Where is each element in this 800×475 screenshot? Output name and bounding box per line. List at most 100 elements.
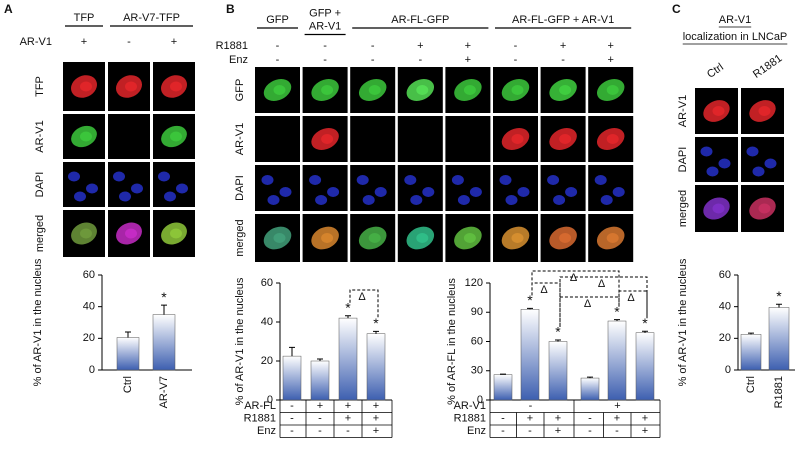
column-header: Ctrl	[705, 61, 726, 81]
condition-mark: -	[514, 54, 518, 66]
y-tick-label: 60	[471, 335, 483, 347]
error-bar	[500, 373, 506, 375]
micrograph	[397, 116, 443, 162]
nucleus	[374, 187, 387, 197]
error-bar	[125, 331, 131, 338]
cell-nucleus	[80, 131, 92, 142]
condition-name: Enz	[257, 425, 276, 437]
y-tick-label: 20	[261, 355, 273, 367]
bracket-label: Δ	[540, 284, 548, 296]
condition-mark: +	[373, 413, 379, 425]
significance-star: *	[527, 292, 533, 308]
cell-nucleus	[758, 106, 771, 116]
bar	[520, 309, 540, 401]
micrograph	[63, 162, 105, 207]
condition-name: R1881	[244, 413, 276, 425]
cell-nucleus	[511, 85, 524, 95]
condition-mark: +	[614, 413, 620, 425]
row-label: DAPI	[234, 175, 246, 201]
row-label: merged	[234, 219, 246, 256]
condition-mark: +	[527, 413, 533, 425]
cell-nucleus	[416, 233, 429, 243]
panel-title: AR-V1	[719, 14, 751, 26]
bracket-label: Δ	[570, 272, 578, 284]
micrograph	[588, 165, 634, 211]
row-label: TFP	[34, 76, 46, 97]
nucleus	[499, 175, 512, 185]
row-label: merged	[677, 190, 689, 227]
nucleus	[612, 187, 625, 197]
nucleus	[764, 158, 777, 169]
condition-mark: -	[561, 54, 565, 66]
condition-name: Enz	[467, 425, 486, 437]
y-tick-label: 40	[719, 301, 731, 313]
y-tick-label: 0	[89, 364, 95, 376]
cell-nucleus	[368, 85, 381, 95]
nucleus	[517, 187, 530, 197]
y-tick-label: 0	[267, 394, 273, 406]
condition-mark: +	[171, 36, 177, 48]
condition-mark: -	[615, 425, 619, 437]
x-tick-label: Ctrl	[745, 376, 757, 393]
nucleus	[113, 171, 125, 182]
bar	[768, 307, 790, 371]
condition-mark: -	[290, 400, 294, 412]
y-tick-label: 20	[719, 332, 731, 344]
condition-mark: -	[588, 425, 592, 437]
error-bar	[776, 303, 782, 308]
nucleus	[267, 195, 280, 205]
cell-nucleus	[712, 203, 725, 214]
condition-mark: -	[318, 413, 322, 425]
condition-mark: +	[555, 425, 561, 437]
nucleus	[706, 166, 719, 177]
nucleus	[74, 191, 86, 202]
condition-mark: +	[560, 40, 566, 52]
nucleus	[356, 175, 369, 185]
condition-mark: +	[373, 425, 379, 437]
cell-nucleus	[511, 233, 524, 243]
nucleus	[315, 195, 328, 205]
micrograph	[397, 165, 443, 211]
condition-mark: -	[290, 425, 294, 437]
error-bar	[373, 330, 379, 334]
cell-nucleus	[125, 81, 137, 92]
condition-mark: -	[588, 413, 592, 425]
column-header: GFP	[266, 14, 289, 26]
cell-nucleus	[463, 233, 476, 243]
condition-mark: -	[318, 425, 322, 437]
cell-nucleus	[559, 134, 572, 144]
error-bar	[317, 358, 323, 361]
significance-star: *	[345, 299, 351, 315]
panel-label: A	[4, 2, 13, 16]
error-bar	[527, 307, 533, 310]
condition-mark: -	[501, 413, 505, 425]
significance-star: *	[614, 303, 620, 319]
cell-nucleus	[758, 203, 771, 214]
significance-star: *	[555, 324, 561, 340]
micrograph	[350, 116, 396, 162]
condition-mark: -	[127, 36, 131, 48]
condition-mark: -	[371, 40, 375, 52]
cell-nucleus	[273, 233, 286, 243]
bar	[740, 334, 762, 371]
cell-nucleus	[273, 85, 286, 95]
condition-mark: +	[642, 425, 648, 437]
y-tick-label: 20	[83, 332, 95, 344]
row-label: DAPI	[34, 172, 46, 198]
column-header: AR-V7-TFP	[123, 12, 180, 24]
column-header: AR-V1	[309, 20, 341, 32]
bar	[366, 333, 386, 401]
condition-mark: -	[528, 425, 532, 437]
bar	[152, 314, 176, 371]
condition-mark: +	[417, 40, 423, 52]
error-bar	[289, 346, 295, 357]
row-label: AR-V1	[677, 95, 689, 127]
significance-star: *	[161, 289, 167, 305]
row-label: DAPI	[677, 147, 689, 173]
bar	[282, 355, 302, 401]
micrograph	[493, 165, 538, 211]
condition-mark: -	[323, 40, 327, 52]
nucleus	[309, 175, 322, 185]
nucleus	[410, 195, 423, 205]
nucleus	[469, 187, 482, 197]
